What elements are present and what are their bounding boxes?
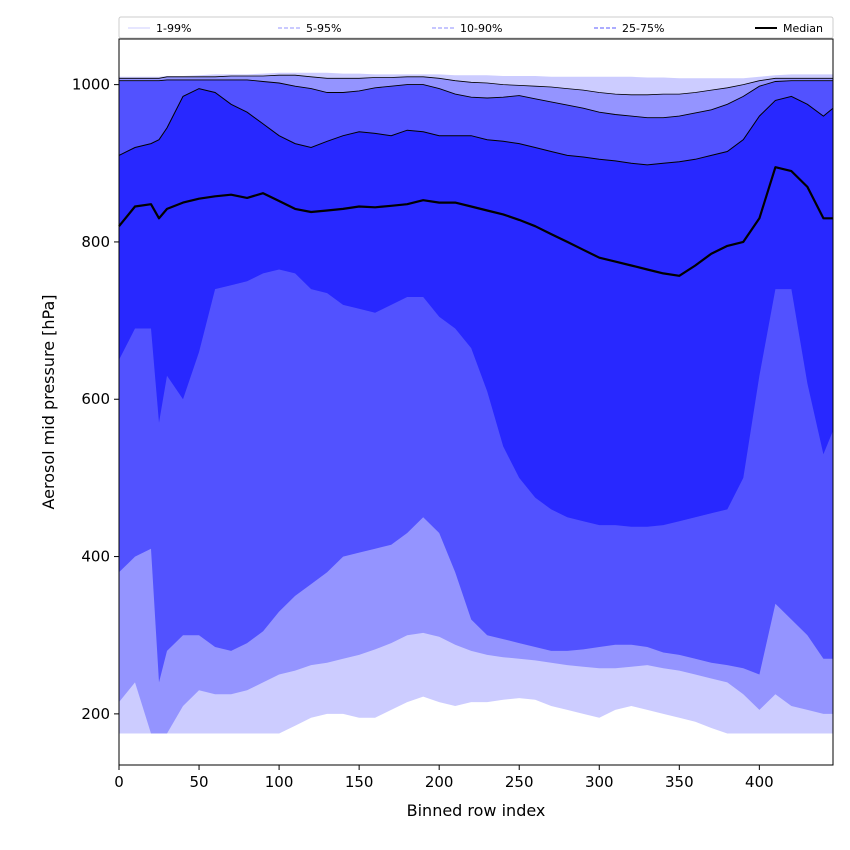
median-line bbox=[118, 166, 833, 277]
axes-frame bbox=[118, 38, 834, 766]
x-tick-label: 200 bbox=[425, 773, 454, 791]
edge-line-25-75- bbox=[118, 88, 834, 166]
edge-line-10-90- bbox=[119, 79, 833, 119]
legend-label: Median bbox=[783, 22, 823, 35]
y-axis: 200 400 600 800 1000 bbox=[72, 76, 119, 723]
y-axis-label: Aerosol mid pressure [hPa] bbox=[39, 294, 58, 509]
x-tick-label: 250 bbox=[505, 773, 534, 791]
x-tick-label: 0 bbox=[114, 773, 124, 791]
y-tick-label: 400 bbox=[81, 548, 110, 566]
edge-line-5-95- bbox=[119, 74, 833, 96]
band-25-75- bbox=[119, 88, 833, 527]
x-tick-label: 350 bbox=[665, 773, 694, 791]
legend-label: 1-99% bbox=[156, 22, 191, 35]
y-tick-label: 200 bbox=[81, 705, 110, 723]
legend-label: 5-95% bbox=[306, 22, 341, 35]
plot-area bbox=[118, 72, 834, 734]
legend-label: 25-75% bbox=[622, 22, 664, 35]
x-tick-label: 400 bbox=[745, 773, 774, 791]
x-tick-label: 300 bbox=[585, 773, 614, 791]
x-tick-label: 50 bbox=[189, 773, 208, 791]
x-axis-label: Binned row index bbox=[407, 801, 546, 820]
x-axis: 0 50 100 150 200 250 300 350 400 bbox=[114, 765, 774, 791]
x-tick-label: 150 bbox=[345, 773, 374, 791]
y-tick-label: 800 bbox=[81, 233, 110, 251]
legend-label: 10-90% bbox=[460, 22, 502, 35]
y-tick-label: 600 bbox=[81, 390, 110, 408]
x-tick-label: 100 bbox=[265, 773, 294, 791]
legend: 1-99% 5-95% 10-90% 25-75% Median bbox=[118, 16, 834, 39]
legend-box bbox=[118, 16, 834, 39]
y-tick-label: 1000 bbox=[72, 76, 110, 94]
